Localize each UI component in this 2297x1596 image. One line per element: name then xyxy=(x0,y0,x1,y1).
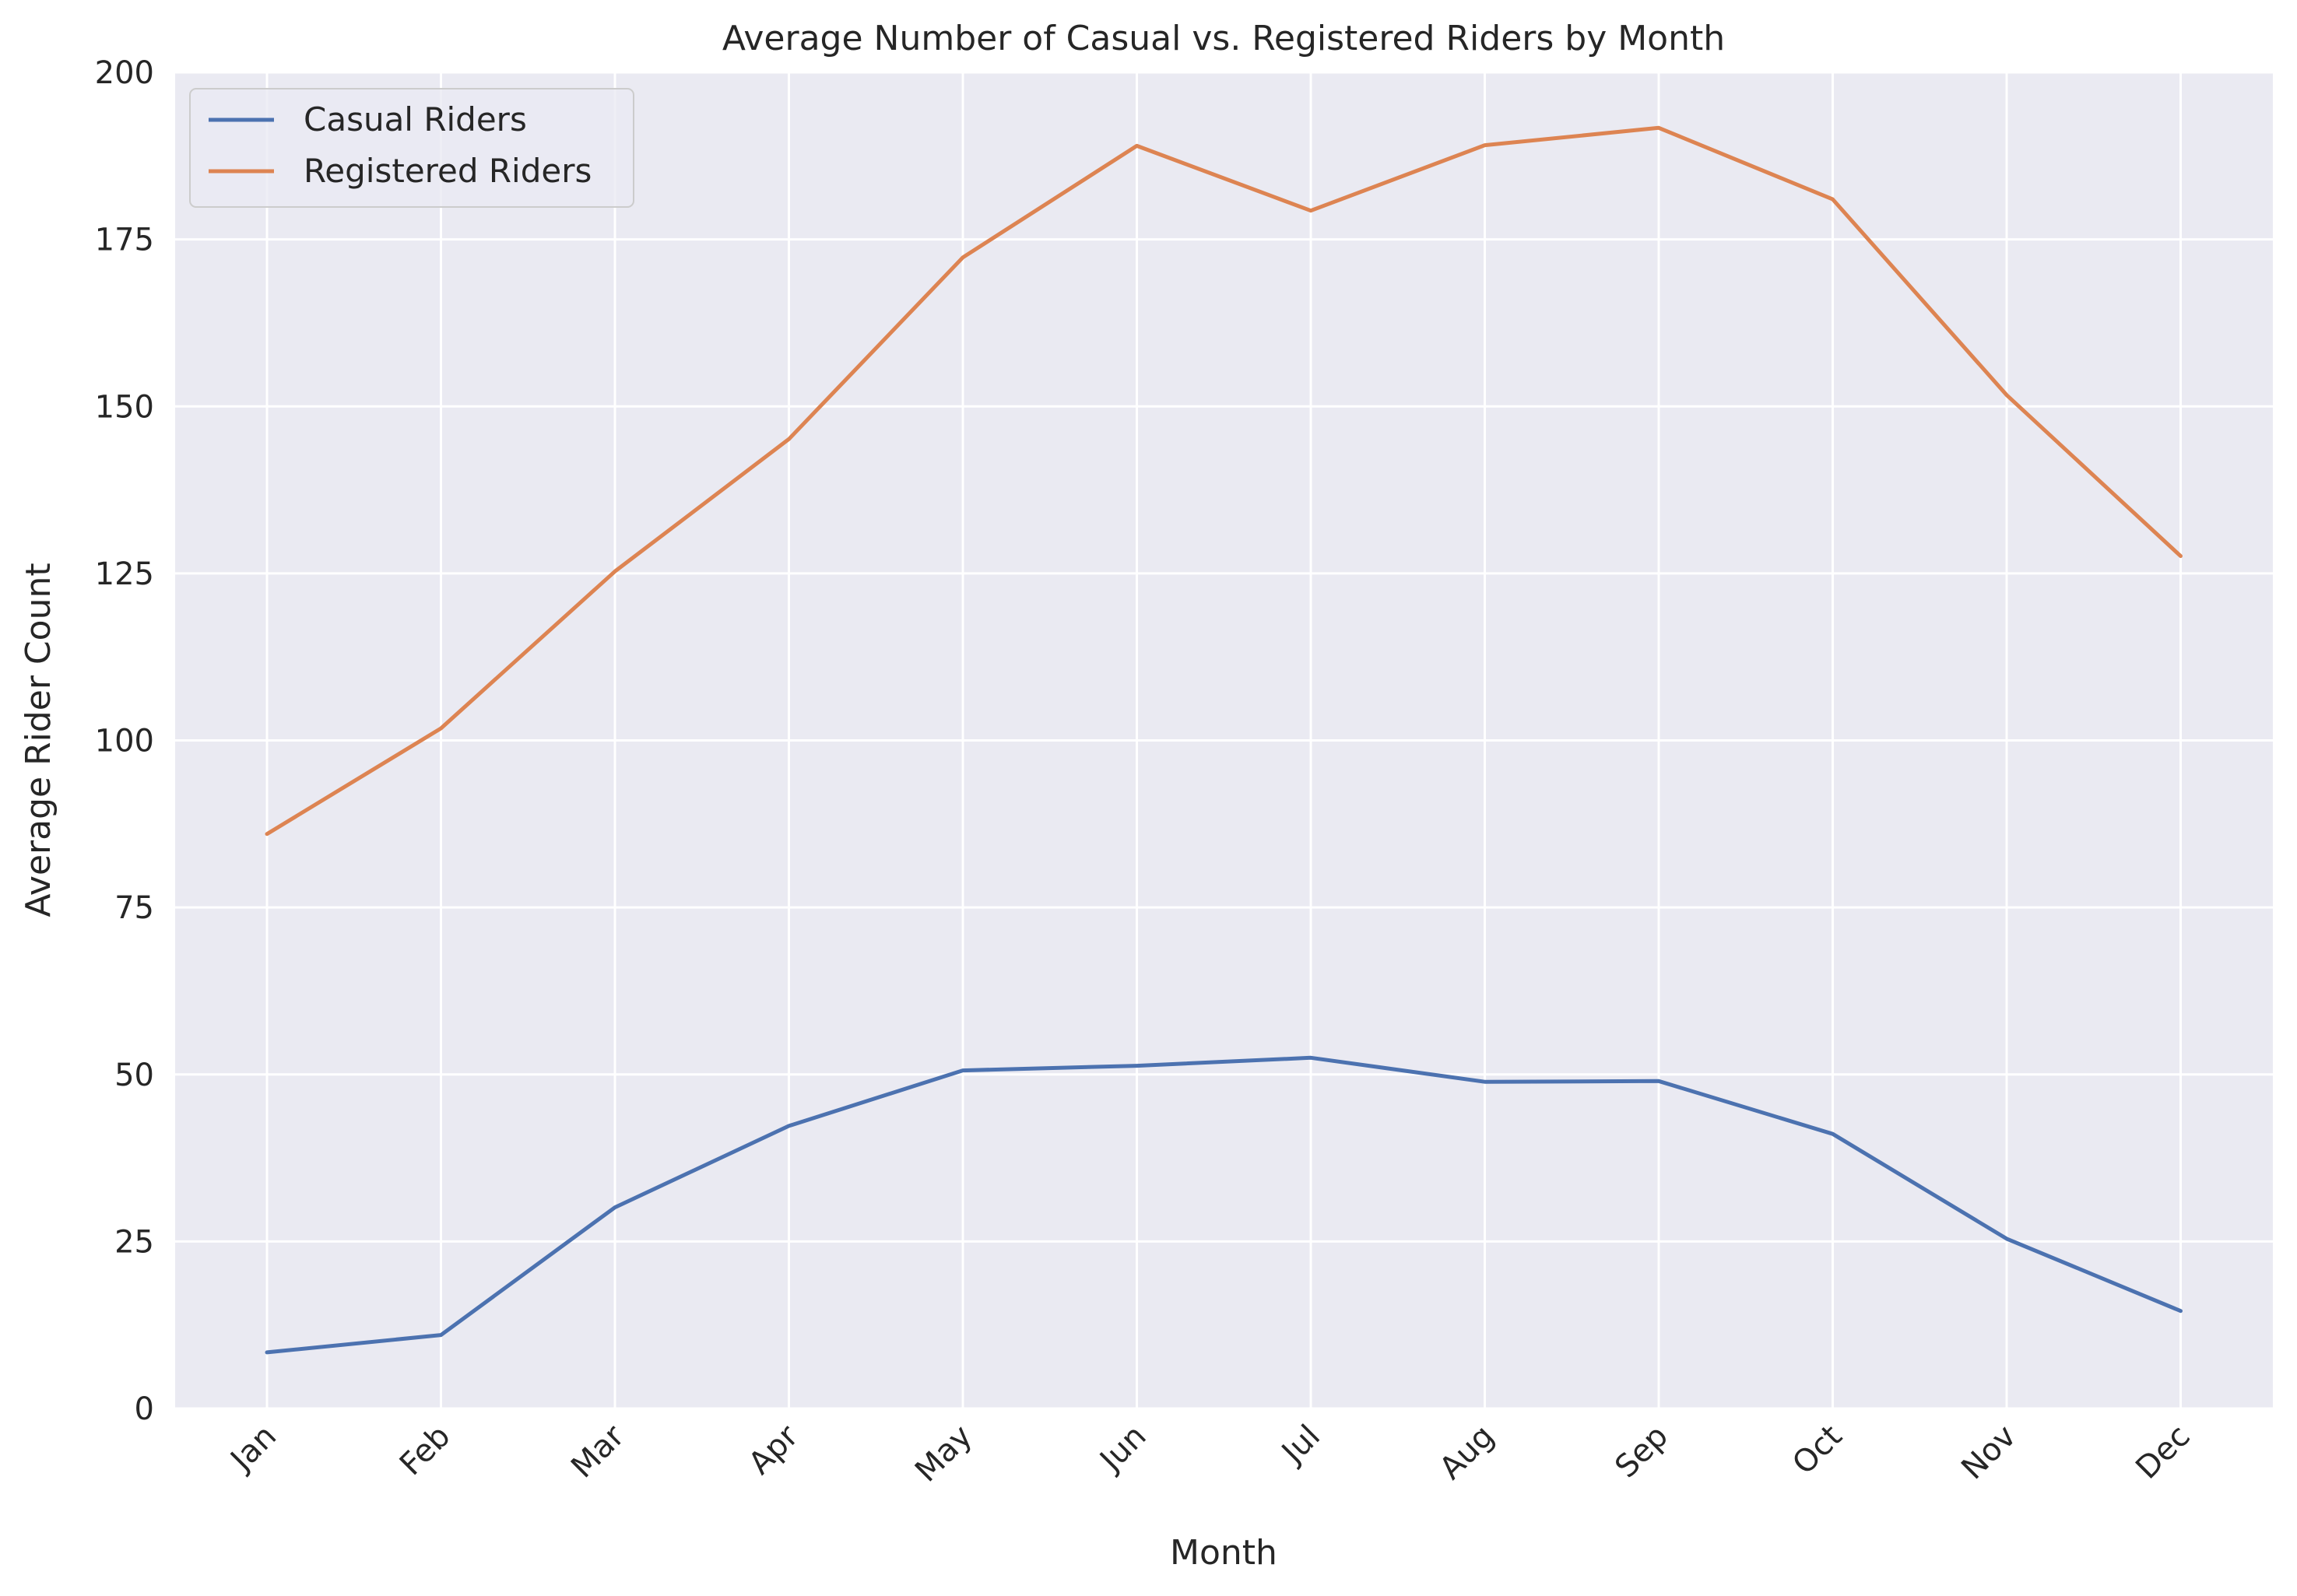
series-lines xyxy=(265,125,2183,1355)
y-tick-label: 25 xyxy=(114,1224,154,1260)
series-line-casual xyxy=(265,1055,2183,1355)
series-line-registered xyxy=(265,125,2183,837)
y-tick-label: 0 xyxy=(135,1391,154,1427)
legend-box xyxy=(189,88,634,208)
y-tick-label: 50 xyxy=(114,1058,154,1093)
legend-label-registered: Registered Riders xyxy=(304,152,592,190)
y-tick-label: 75 xyxy=(114,890,154,926)
y-axis-label: Average Rider Count xyxy=(19,563,58,917)
grid-lines xyxy=(175,71,2273,1410)
x-axis-label: Month xyxy=(1170,1533,1277,1573)
y-tick-label: 150 xyxy=(95,389,154,425)
y-tick-label: 125 xyxy=(95,556,154,592)
y-tick-label: 100 xyxy=(95,724,154,759)
y-tick-label: 175 xyxy=(95,223,154,258)
y-tick-label: 200 xyxy=(95,55,154,91)
legend-label-casual: Casual Riders xyxy=(304,100,527,139)
y-tick-labels: 0 25 50 75 100 125 150 175 200 xyxy=(95,55,154,1427)
legend: Casual Riders Registered Riders xyxy=(189,88,634,208)
chart-title: Average Number of Casual vs. Registered … xyxy=(722,19,1725,58)
